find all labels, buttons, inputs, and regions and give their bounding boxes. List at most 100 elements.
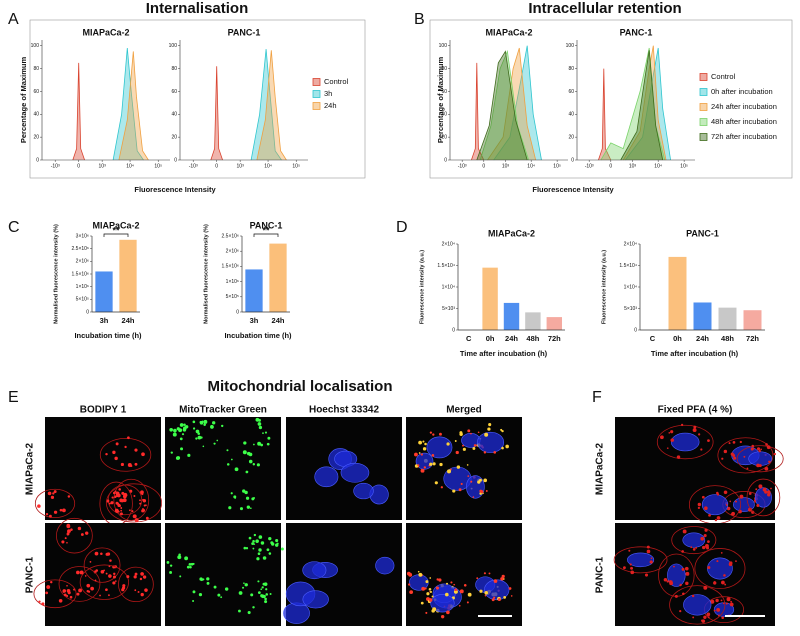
stain-dot — [697, 506, 701, 510]
stain-dot — [233, 495, 237, 499]
column-header: Hoechst 33342 — [309, 405, 379, 416]
stain-dot — [239, 507, 244, 511]
stain-dot — [142, 575, 147, 579]
stain-dot — [108, 502, 111, 505]
stain-dot — [264, 600, 268, 604]
significance-label: ** — [112, 225, 120, 235]
stain-dot — [66, 541, 68, 544]
stain-dot — [751, 510, 755, 514]
subplot-title: MIAPaCa-2 — [488, 228, 535, 238]
legend-label: Control — [711, 72, 736, 81]
stain-dot — [429, 431, 433, 434]
stain-dot — [246, 505, 251, 509]
stain-dot — [90, 586, 94, 591]
column-header: Fixed PFA (4 %) — [658, 405, 733, 416]
stain-dot — [66, 584, 68, 587]
stain-dot — [428, 598, 433, 602]
stain-dot — [115, 494, 119, 498]
stain-dot — [86, 589, 90, 593]
stain-dot — [484, 591, 488, 595]
stain-dot — [139, 577, 143, 581]
y-tick-label: 20 — [171, 134, 177, 140]
stain-dot — [408, 572, 413, 577]
panel-frame — [429, 19, 793, 179]
stain-dot — [445, 592, 449, 597]
y-tick-label: 5×10³ — [442, 306, 455, 312]
stain-dot — [179, 423, 184, 427]
y-tick-label: 1×10⁶ — [76, 284, 89, 290]
stain-dot — [691, 594, 695, 598]
micrograph — [165, 523, 284, 626]
stain-dot — [758, 484, 763, 489]
stain-dot — [670, 430, 674, 434]
stain-dot — [493, 596, 496, 599]
stain-dot — [48, 514, 52, 518]
stain-dot — [189, 566, 192, 569]
x-tick-label: 48h — [721, 334, 734, 343]
stain-dot — [267, 436, 271, 440]
x-tick-label: 10³ — [629, 163, 637, 169]
stain-dot — [243, 441, 247, 445]
stain-dot — [670, 580, 673, 583]
stain-dot — [748, 492, 752, 495]
legend-label: 24h after incubation — [711, 102, 777, 111]
stain-dot — [681, 550, 684, 553]
stain-dot — [488, 572, 491, 575]
y-tick-label: 5×10³ — [624, 306, 637, 312]
stain-dot — [473, 444, 477, 447]
stain-dot — [64, 537, 67, 540]
stain-dot — [247, 611, 251, 615]
stain-dot — [666, 447, 669, 449]
y-tick-label: 80 — [33, 66, 39, 72]
stain-dot — [176, 427, 180, 431]
legend-label: 24h — [324, 101, 337, 110]
stain-dot — [748, 507, 752, 512]
stain-dot — [115, 442, 119, 446]
stain-dot — [510, 595, 513, 597]
stain-dot — [62, 508, 66, 513]
stain-dot — [58, 598, 63, 603]
stain-dot — [179, 437, 183, 441]
stain-dot — [199, 420, 203, 424]
stain-dot — [169, 564, 173, 567]
y-tick-label: 20 — [33, 134, 39, 140]
stain-dot — [265, 588, 268, 591]
stain-dot — [245, 547, 249, 550]
stain-dot — [258, 548, 262, 552]
stain-dot — [105, 572, 108, 575]
x-tick-label: 24h — [696, 334, 709, 343]
stain-dot — [425, 611, 428, 614]
stain-dot — [429, 590, 432, 594]
panel-letter: C — [8, 219, 20, 236]
stain-dot — [460, 482, 463, 486]
stain-dot — [216, 439, 219, 442]
x-axis-label: Fluorescence Intensity — [532, 185, 614, 194]
stain-dot — [66, 594, 69, 598]
stain-dot — [760, 448, 763, 451]
stain-dot — [501, 429, 504, 433]
y-tick-label: 2.5×10⁶ — [222, 233, 240, 239]
stain-dot — [89, 561, 92, 563]
stain-dot — [440, 614, 445, 619]
nucleus — [340, 462, 370, 483]
x-tick-label: 10³ — [502, 163, 510, 169]
stain-dot — [94, 551, 99, 556]
stain-dot — [188, 563, 192, 566]
y-axis-label: Fluorescence intensity (a.u.) — [419, 250, 425, 324]
stain-dot — [758, 449, 761, 453]
stain-dot — [248, 459, 253, 464]
stain-dot — [126, 575, 130, 579]
y-tick-label: 100 — [169, 43, 178, 49]
cell-outline — [113, 478, 150, 521]
stain-dot — [463, 583, 467, 587]
stain-dot — [48, 491, 52, 495]
stain-dot — [425, 580, 429, 584]
stain-dot — [725, 602, 728, 605]
stain-dot — [409, 590, 414, 595]
x-tick-label: 10⁵ — [680, 163, 688, 169]
stain-dot — [224, 587, 229, 591]
stain-dot — [428, 587, 432, 591]
cell-outline — [79, 564, 129, 600]
stain-dot — [257, 441, 262, 446]
stain-dot — [86, 583, 91, 588]
